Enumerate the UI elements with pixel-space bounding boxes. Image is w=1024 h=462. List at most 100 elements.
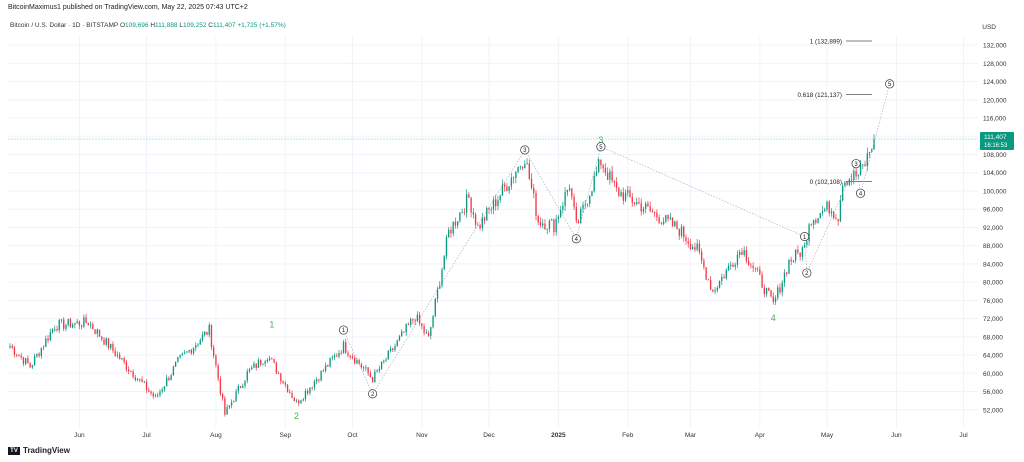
candle [555,214,557,236]
candle-body [730,264,732,266]
candle-body [280,373,282,382]
candle [521,166,524,171]
candle [627,185,629,197]
candle-body [421,323,423,327]
candle-body [721,277,723,281]
candle-body [315,379,318,382]
candle-body [425,332,428,334]
candle-body [56,329,58,331]
candle [248,367,251,374]
candle-body [78,321,81,326]
wave-label-minor: 1 [800,232,810,242]
x-tick-label: Nov [416,432,428,439]
candle-body [472,212,475,215]
candle [490,206,492,214]
candle-body [790,259,792,262]
candle [367,367,369,377]
candle [676,219,678,230]
symbol-title: Bitcoin / U.S. Dollar · 1D · BITSTAMP [10,22,119,29]
candle [152,391,154,399]
x-tick-label: Feb [622,432,634,439]
candle-body [564,192,566,206]
y-tick-label: 104,000 [983,170,1007,177]
candle [392,347,394,353]
candle [387,350,389,360]
candle [136,378,139,382]
candle-body [210,324,213,348]
candle-body [74,322,76,325]
candle [694,242,696,253]
candle [69,317,72,328]
candle [730,261,732,271]
candle-body [378,368,380,371]
candle-body [694,247,696,250]
candle [253,361,255,369]
candle-body [157,395,159,396]
candle [535,190,537,221]
wave-connector [855,163,861,194]
wave-label-major: 1 [269,320,274,330]
candle [105,337,107,347]
x-tick-label: Aug [210,432,222,439]
candle-body [219,378,222,394]
candle-body [810,224,812,226]
candle [844,181,846,188]
candle [33,353,36,366]
candle [564,187,566,211]
candle-body [302,399,304,401]
candle-body [539,222,542,226]
candle [242,383,244,389]
candle [671,217,674,228]
candle-body [685,237,687,242]
candle-body [170,375,172,380]
candle [797,245,799,255]
candle-body [76,321,78,323]
candle-body [394,345,396,351]
candle [448,227,450,238]
candle [443,255,445,271]
candle [712,289,714,293]
candle [271,357,273,360]
candle-body [434,298,436,316]
candle-body [600,159,602,166]
candle [331,355,333,361]
tradingview-logo[interactable]: TV TradingView [8,446,70,455]
candle-body [67,319,69,326]
candle-body [47,338,49,341]
candle [208,322,210,338]
candle [356,357,358,365]
candle [172,365,175,376]
candle [405,322,407,336]
candle [96,328,98,338]
candle-body [662,221,665,224]
candle [781,280,783,297]
candle [839,195,842,223]
candle [452,221,454,237]
candle [739,249,741,259]
candle [703,258,705,270]
candle-body [535,193,537,217]
candle-body [130,371,132,372]
candle-body [727,265,730,271]
y-tick-label: 64,000 [983,353,1003,360]
candle-body [598,159,600,172]
candle-body [797,249,799,253]
candle [74,322,76,329]
candle-body [526,163,528,165]
candle-body [365,367,367,369]
candle-body [244,380,246,386]
candle-body [199,340,201,345]
candle [345,338,347,354]
candle-body [412,319,414,321]
candle-body [98,329,101,337]
candle [27,355,29,364]
x-tick-label: Jun [74,432,85,439]
candle [649,201,651,213]
low-label: L [179,22,183,29]
candle [380,361,383,370]
candle [483,216,486,225]
candle-body [349,355,351,357]
candle-body [22,357,25,364]
candle [600,159,602,170]
